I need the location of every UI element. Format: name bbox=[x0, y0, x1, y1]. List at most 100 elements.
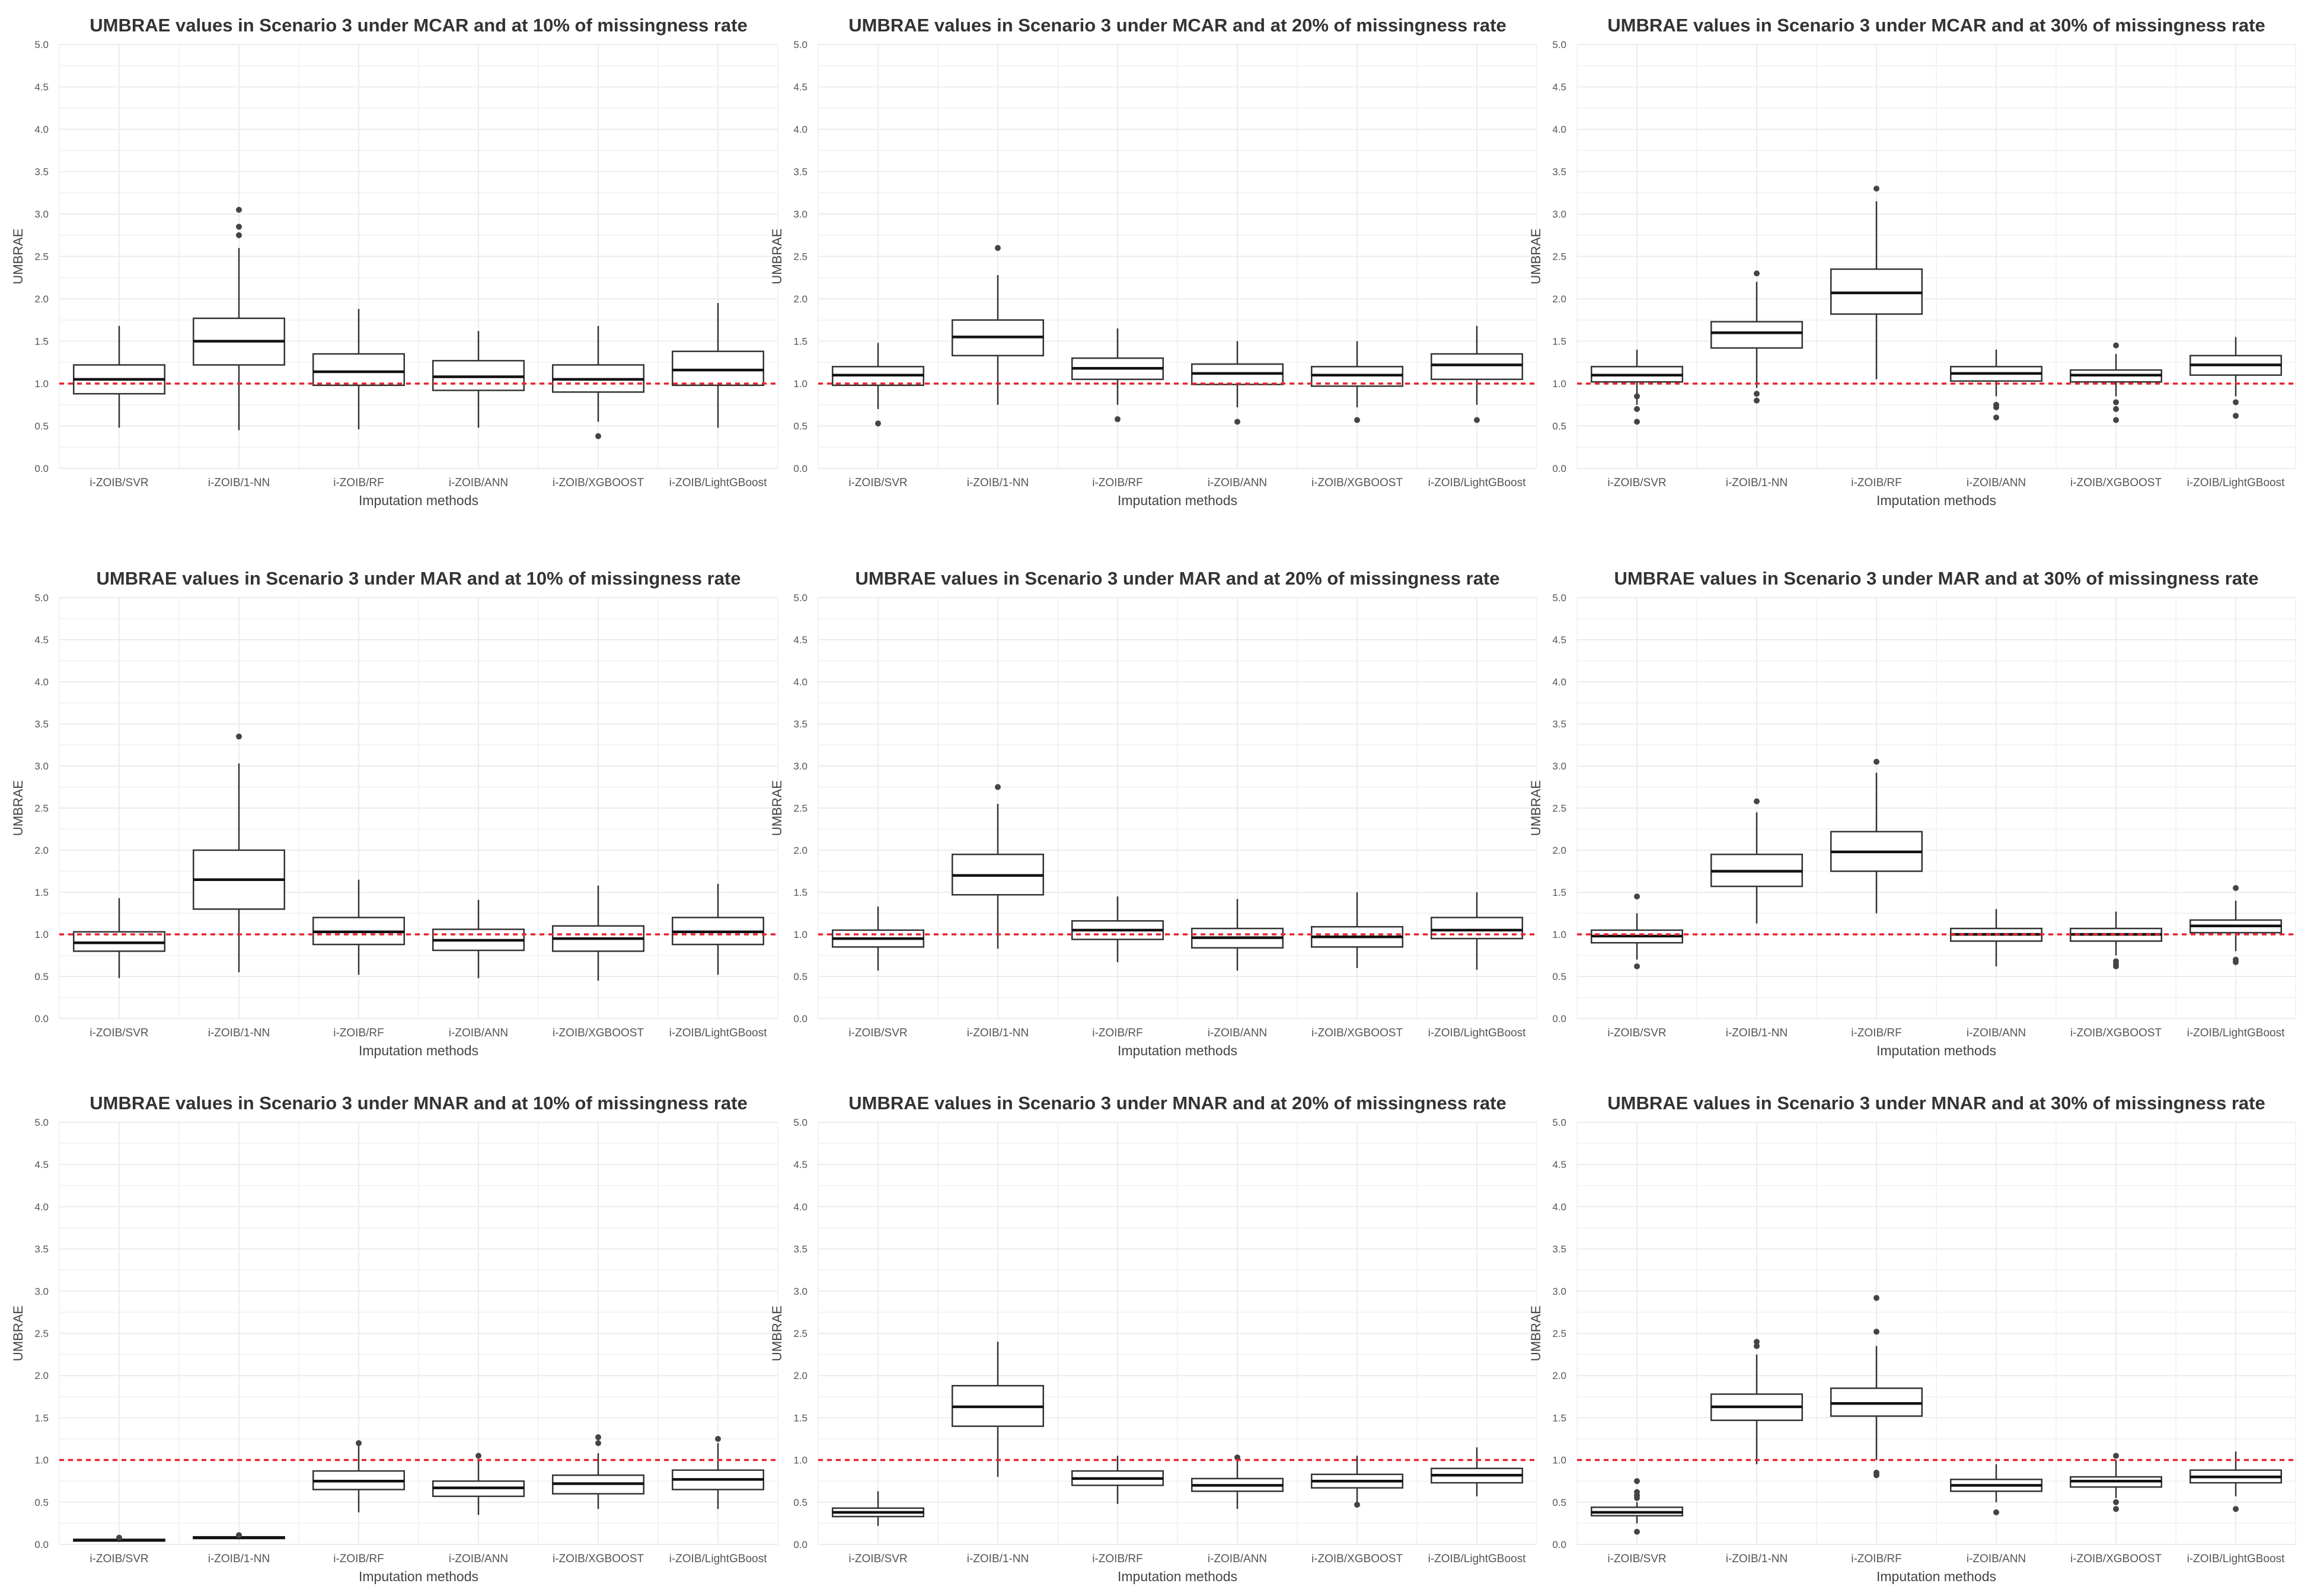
box-3 bbox=[1830, 186, 1923, 379]
x-tick-label: i-ZOIB/ANN bbox=[449, 477, 508, 489]
x-tick-label: i-ZOIB/1-NN bbox=[967, 477, 1029, 489]
y-tick-label: 4.5 bbox=[34, 1159, 49, 1170]
outlier-point bbox=[236, 1532, 242, 1538]
box-4 bbox=[432, 1453, 525, 1515]
chart-title: UMBRAE values in Scenario 3 under MNAR a… bbox=[848, 1093, 1506, 1113]
outlier-point bbox=[2233, 399, 2239, 406]
outlier-point bbox=[1634, 419, 1640, 425]
box-iqr bbox=[1710, 321, 1804, 349]
x-tick-label: i-ZOIB/XGBOOST bbox=[553, 1553, 644, 1565]
outlier-point bbox=[595, 1434, 601, 1441]
outlier-point bbox=[1993, 1509, 1999, 1515]
outlier-point bbox=[475, 1453, 481, 1459]
y-tick-label: 3.0 bbox=[34, 1286, 49, 1297]
x-tick-label: i-ZOIB/XGBOOST bbox=[2070, 477, 2162, 489]
x-tick-label: i-ZOIB/1-NN bbox=[1726, 1027, 1788, 1039]
x-axis-label: Imputation methods bbox=[1876, 493, 1996, 508]
y-tick-label: 1.0 bbox=[34, 1455, 49, 1466]
outlier-point bbox=[1234, 419, 1240, 425]
box-4 bbox=[1191, 1454, 1284, 1509]
x-tick-label: i-ZOIB/ANN bbox=[1208, 1553, 1267, 1565]
outlier-point bbox=[875, 420, 881, 427]
box-1 bbox=[831, 1491, 925, 1526]
chart-panel-9: 0.0 0.5 1.0 1.5 2.0 2.5 3.0 3.5 4.0 4.5 5.0 UMBRAE … bbox=[1528, 1093, 2296, 1584]
outlier-point bbox=[1754, 798, 1760, 805]
y-tick-label: 0.5 bbox=[793, 971, 808, 982]
outlier-point bbox=[2233, 956, 2239, 963]
outlier-point bbox=[2113, 399, 2119, 406]
y-tick-label: 5.0 bbox=[34, 39, 49, 50]
y-tick-label: 1.5 bbox=[793, 1412, 808, 1423]
x-tick-label: i-ZOIB/SVR bbox=[90, 1553, 148, 1565]
y-tick-label: 4.0 bbox=[34, 1201, 49, 1212]
x-tick-label: i-ZOIB/LightGBoost bbox=[2187, 1553, 2285, 1565]
outlier-point bbox=[995, 245, 1001, 251]
outlier-point bbox=[1634, 1478, 1640, 1485]
y-tick-label: 3.5 bbox=[34, 167, 49, 178]
y-tick-label: 1.5 bbox=[793, 887, 808, 898]
y-tick-label: 4.5 bbox=[34, 634, 49, 646]
y-tick-label: 0.5 bbox=[34, 971, 49, 982]
outlier-point bbox=[1754, 270, 1760, 277]
y-tick-label: 3.5 bbox=[34, 1244, 49, 1255]
y-tick-label: 4.0 bbox=[793, 676, 808, 688]
box-2 bbox=[192, 1532, 286, 1540]
y-tick-label: 5.0 bbox=[793, 1117, 808, 1128]
y-tick-label: 3.5 bbox=[1552, 719, 1566, 730]
y-tick-label: 4.0 bbox=[793, 124, 808, 135]
y-tick-label: 0.0 bbox=[34, 463, 49, 474]
x-tick-label: i-ZOIB/XGBOOST bbox=[2070, 1027, 2162, 1039]
y-tick-label: 4.0 bbox=[1552, 1201, 1566, 1212]
box-5 bbox=[551, 885, 645, 981]
y-tick-label: 2.0 bbox=[793, 1370, 808, 1381]
chart-panel-6: 0.0 0.5 1.0 1.5 2.0 2.5 3.0 3.5 4.0 4.5 5.0 UMBRAE … bbox=[1528, 568, 2296, 1058]
outlier-point bbox=[1354, 1502, 1360, 1508]
box-6 bbox=[1430, 325, 1524, 423]
outlier-point bbox=[1115, 416, 1121, 423]
chart-panel-2: 0.0 0.5 1.0 1.5 2.0 2.5 3.0 3.5 4.0 4.5 5.0 UMBRAE … bbox=[770, 15, 1537, 508]
x-tick-label: i-ZOIB/SVR bbox=[1607, 1553, 1666, 1565]
y-tick-label: 2.0 bbox=[1552, 293, 1566, 305]
y-tick-label: 2.5 bbox=[793, 251, 808, 263]
chart-title: UMBRAE values in Scenario 3 under MAR an… bbox=[1614, 568, 2258, 589]
box-iqr bbox=[671, 350, 765, 387]
outlier-point bbox=[1234, 1454, 1240, 1461]
outlier-point bbox=[2113, 342, 2119, 349]
x-tick-label: i-ZOIB/LightGBoost bbox=[669, 1027, 767, 1039]
y-tick-label: 0.5 bbox=[1552, 1497, 1566, 1508]
outlier-point bbox=[1993, 401, 1999, 408]
box-1 bbox=[72, 898, 166, 978]
box-6 bbox=[1430, 1447, 1524, 1496]
x-tick-label: i-ZOIB/ANN bbox=[1208, 477, 1267, 489]
x-tick-label: i-ZOIB/ANN bbox=[449, 1027, 508, 1039]
box-2 bbox=[1710, 798, 1804, 924]
chart-panel-4: 0.0 0.5 1.0 1.5 2.0 2.5 3.0 3.5 4.0 4.5 5.0 UMBRAE … bbox=[11, 568, 778, 1058]
outlier-point bbox=[236, 733, 242, 740]
box-2 bbox=[192, 206, 286, 430]
x-tick-label: i-ZOIB/LightGBoost bbox=[2187, 477, 2285, 489]
box-iqr bbox=[1430, 917, 1524, 940]
x-tick-label: i-ZOIB/1-NN bbox=[1726, 477, 1788, 489]
x-tick-label: i-ZOIB/SVR bbox=[848, 1553, 907, 1565]
box-1 bbox=[831, 343, 925, 427]
x-tick-label: i-ZOIB/ANN bbox=[1967, 477, 2026, 489]
outlier-point bbox=[2113, 958, 2119, 965]
y-axis-label: UMBRAE bbox=[1528, 780, 1543, 836]
y-tick-label: 2.5 bbox=[1552, 251, 1566, 263]
y-axis-label: UMBRAE bbox=[11, 228, 25, 284]
box-1 bbox=[1590, 1478, 1684, 1535]
outlier-point bbox=[2113, 1499, 2119, 1505]
y-tick-label: 3.5 bbox=[1552, 167, 1566, 178]
box-4 bbox=[1191, 899, 1284, 971]
box-3 bbox=[312, 879, 406, 975]
y-tick-label: 4.0 bbox=[34, 124, 49, 135]
box-6 bbox=[2189, 885, 2283, 965]
x-tick-label: i-ZOIB/RF bbox=[1851, 1027, 1902, 1039]
outlier-point bbox=[1634, 893, 1640, 900]
x-tick-label: i-ZOIB/RF bbox=[1851, 1553, 1902, 1565]
box-3 bbox=[312, 309, 406, 430]
y-tick-label: 1.0 bbox=[793, 929, 808, 940]
y-tick-label: 3.5 bbox=[34, 719, 49, 730]
y-tick-label: 3.5 bbox=[793, 167, 808, 178]
y-tick-label: 1.0 bbox=[793, 1455, 808, 1466]
